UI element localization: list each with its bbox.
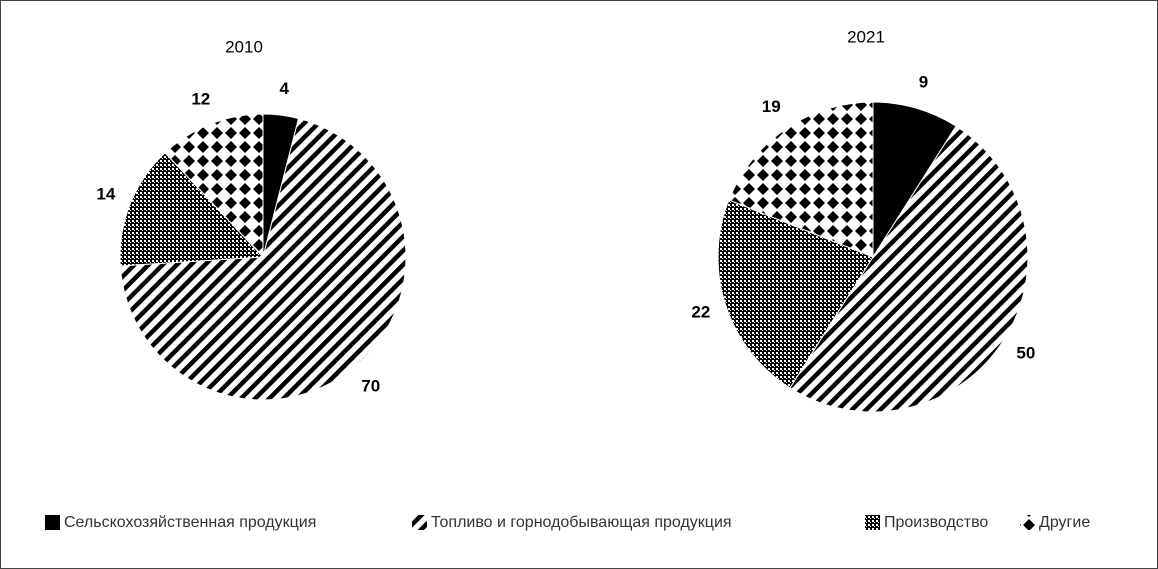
pie-slice [119, 152, 265, 267]
pie-slice [164, 113, 264, 259]
data-label: 70 [361, 377, 380, 396]
legend-label: Топливо и горнодобывающая продукция [431, 514, 732, 531]
pie-slice [789, 125, 1029, 413]
pie-slice [728, 101, 874, 258]
data-label: 9 [919, 73, 928, 92]
pie-title: 2021 [847, 27, 885, 46]
pie-slice [119, 117, 407, 401]
data-label: 4 [279, 79, 289, 98]
legend-label: Другие [1039, 514, 1090, 531]
legend-swatch [45, 515, 60, 530]
legend-swatch [1020, 515, 1035, 530]
data-label: 19 [762, 97, 781, 116]
pie-title: 2010 [225, 37, 263, 56]
legend-label: Сельскохозяйственная продукция [64, 514, 316, 531]
legend-swatch [865, 515, 880, 530]
data-label: 50 [1016, 343, 1035, 362]
data-label: 14 [96, 184, 115, 203]
pie-slice [872, 101, 957, 259]
legend-swatch [412, 515, 427, 530]
legend-label: Производство [884, 514, 988, 531]
data-label: 22 [691, 302, 710, 321]
data-label: 12 [191, 89, 210, 108]
pie-slice [717, 199, 874, 389]
